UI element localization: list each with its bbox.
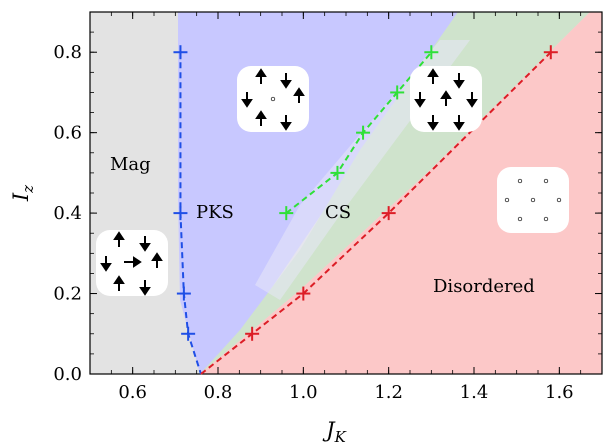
y-tick-label: 0.8 [53, 42, 82, 63]
series-marker-2 [296, 286, 311, 301]
series-marker-1 [424, 45, 439, 60]
region-label-pks: PKS [196, 202, 234, 223]
series-marker-0 [176, 286, 191, 301]
region-label-mag: Mag [110, 154, 151, 175]
x-tick-label: 1.6 [545, 382, 574, 403]
x-tick-label: 0.6 [118, 382, 147, 403]
mag-spin-inset-icon [96, 230, 168, 296]
series-marker-0 [173, 45, 188, 60]
series-layer [173, 45, 558, 375]
x-tick-label: 0.8 [204, 382, 233, 403]
series-marker-1 [356, 125, 371, 140]
region-cs [200, 12, 590, 374]
y-tick-label: 0.6 [53, 123, 82, 144]
pks-spin-inset-icon [237, 66, 309, 132]
x-axis-label: JK [322, 418, 346, 443]
x-tick-label: 1.4 [460, 382, 489, 403]
series-marker-0 [173, 206, 188, 221]
x-tick-label: 1.2 [374, 382, 403, 403]
y-axis-label: Iz [9, 185, 37, 202]
series-marker-1 [390, 85, 405, 100]
disordered-inset-icon [497, 167, 569, 233]
cs-spin-inset-icon [410, 66, 482, 132]
region-label-cs: CS [325, 202, 351, 223]
axis-ticks [89, 11, 603, 375]
y-tick-label: 0.0 [53, 364, 82, 385]
series-marker-1 [330, 165, 345, 180]
series-marker-2 [381, 206, 396, 221]
series-marker-2 [543, 45, 558, 60]
region-label-disordered: Disordered [433, 276, 535, 297]
y-tick-label: 0.2 [53, 284, 82, 305]
series-marker-2 [245, 326, 260, 341]
y-tick-label: 0.4 [53, 203, 82, 224]
series-marker-0 [181, 326, 196, 341]
x-tick-label: 1.0 [289, 382, 318, 403]
series-marker-1 [279, 206, 294, 221]
axis-tick-labels: 0.6 0.8 1.0 1.2 1.4 1.6 0.0 0.2 0.4 0.6 0.8 [53, 42, 573, 403]
